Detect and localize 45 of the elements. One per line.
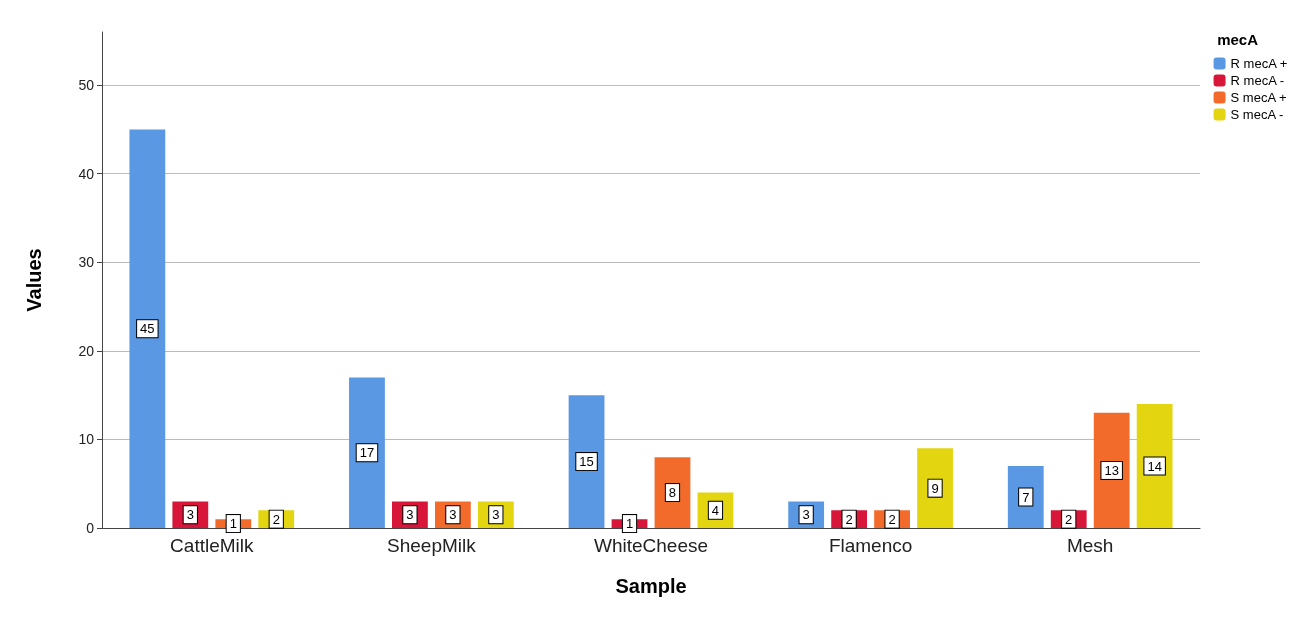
- data-label: 1: [229, 516, 237, 532]
- data-label: 1: [625, 516, 634, 532]
- legend-label: R mecA +: [1230, 56, 1288, 71]
- y-tick-label: 40: [78, 165, 95, 182]
- y-tick-label: 50: [78, 77, 95, 94]
- data-label: 2: [845, 511, 853, 527]
- bar: [349, 377, 385, 528]
- y-tick-label: 20: [78, 342, 95, 359]
- bar: [568, 395, 605, 528]
- y-tick-label: 0: [86, 520, 95, 536]
- x-tick-label: Mesh: [1066, 535, 1114, 556]
- x-axis-title: Sample: [615, 575, 687, 597]
- y-axis-title: Values: [23, 248, 45, 312]
- x-tick-label: Flamenco: [828, 535, 913, 556]
- bar: [654, 457, 691, 528]
- data-label: 2: [272, 511, 280, 527]
- data-label: 13: [1104, 462, 1119, 478]
- x-tick-label: WhiteCheese: [593, 535, 709, 556]
- x-tick-label: SheepMilk: [387, 535, 477, 556]
- data-label: 4: [711, 502, 720, 518]
- data-label: 2: [888, 511, 896, 527]
- legend-title: mecA: [1217, 31, 1259, 48]
- bar: [129, 129, 166, 528]
- data-label: 3: [406, 507, 414, 523]
- data-label: 15: [579, 454, 594, 470]
- data-label: 3: [802, 507, 810, 523]
- data-label: 7: [1022, 489, 1030, 505]
- data-label: 17: [359, 445, 375, 461]
- legend-label: S mecA +: [1230, 90, 1287, 105]
- bar: [1093, 412, 1130, 528]
- y-tick-label: 30: [78, 254, 95, 271]
- legend-label: R mecA -: [1230, 73, 1285, 88]
- data-label: 9: [931, 480, 939, 496]
- legend-label: S mecA -: [1230, 107, 1284, 122]
- data-label: 3: [186, 507, 194, 523]
- data-label: 2: [1065, 511, 1073, 527]
- data-label: 45: [140, 321, 155, 337]
- data-label: 3: [492, 507, 500, 523]
- data-label: 14: [1147, 458, 1162, 474]
- data-label: 3: [449, 507, 457, 523]
- data-label: 8: [668, 485, 677, 501]
- y-tick-label: 10: [78, 431, 95, 448]
- bar: [1136, 404, 1173, 528]
- x-tick-label: CattleMilk: [170, 535, 254, 556]
- bar: [917, 448, 953, 528]
